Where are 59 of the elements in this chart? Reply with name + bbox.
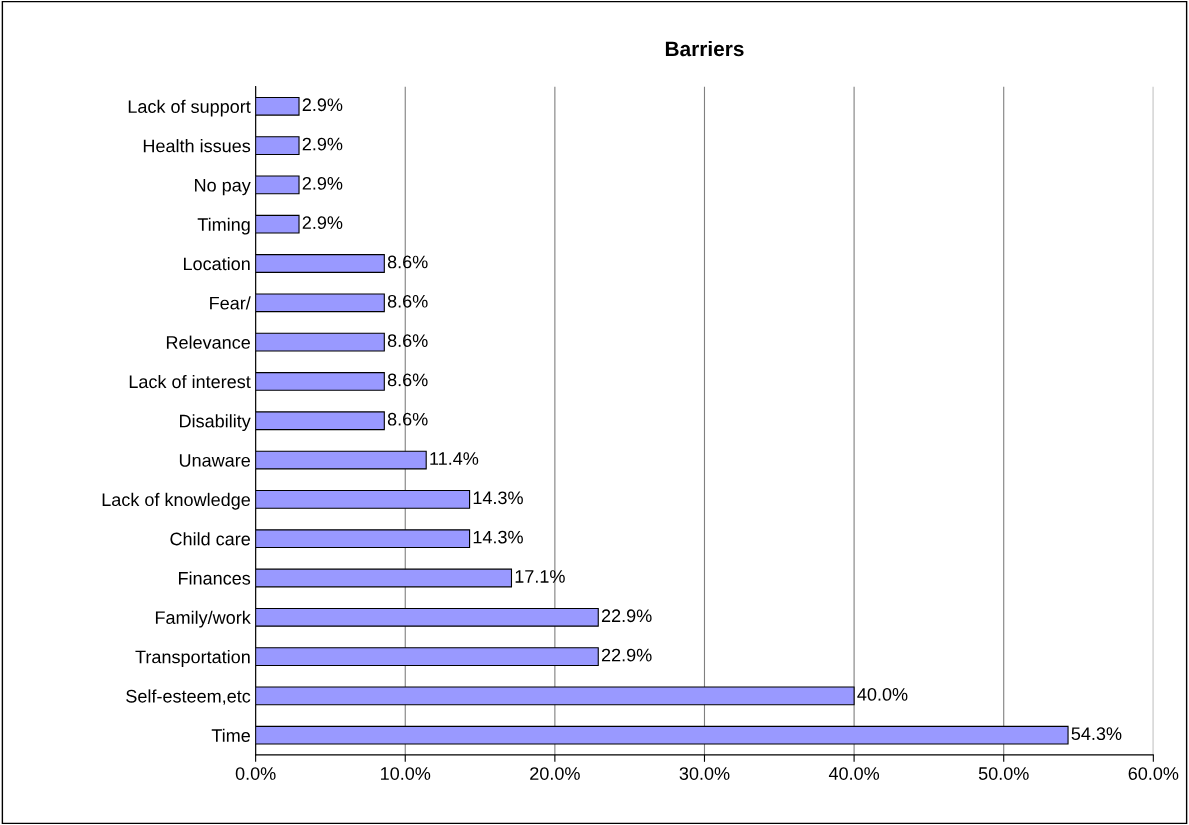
data-label: 8.6% [387, 294, 428, 308]
bar [255, 607, 599, 627]
data-label: 8.6% [387, 373, 428, 387]
x-tick-label: 50.0% [978, 767, 1029, 780]
y-tick-label: No pay [195, 179, 251, 196]
data-label: 8.6% [387, 255, 428, 269]
bar [255, 293, 385, 313]
bar [255, 568, 513, 588]
y-tick-label: Time [211, 728, 250, 742]
y-tick-label: Fear/ [210, 296, 251, 310]
y-tick-label: Unaware [179, 454, 250, 467]
bar [255, 489, 471, 509]
y-tick-label: Self-esteem,etc [126, 689, 251, 705]
y-tick-label: Location [184, 256, 250, 271]
data-label: 8.6% [387, 412, 428, 426]
data-label: 14.3% [473, 491, 523, 505]
data-label: 40.0% [857, 687, 908, 701]
bar [255, 332, 385, 352]
y-tick-label: Finances [179, 571, 251, 585]
data-label: 2.9% [302, 216, 343, 230]
x-tick-label: 20.0% [530, 767, 580, 780]
y-tick-label: Transportation [135, 650, 250, 667]
bar [255, 725, 1069, 745]
y-tick-label: Lack of support [128, 99, 251, 117]
bar [255, 372, 385, 391]
bar [255, 647, 599, 667]
y-tick-label: Lack of knowledge [102, 492, 250, 510]
data-label: 54.3% [1071, 727, 1122, 741]
bar [255, 96, 300, 116]
data-label: 22.9% [601, 648, 652, 662]
y-tick-label: Health issues [143, 139, 251, 153]
data-label: 8.6% [387, 334, 428, 347]
bar [255, 411, 385, 431]
data-label: 22.9% [601, 609, 652, 623]
bar [255, 175, 300, 195]
x-tick-label: 0.0% [235, 767, 276, 780]
y-tick-label: Lack of interest [129, 374, 251, 389]
x-tick-label: 60.0% [1128, 767, 1179, 780]
bar [255, 214, 300, 234]
y-tick-label: Relevance [166, 335, 250, 349]
data-label: 11.4% [430, 452, 479, 465]
y-tick-label: Timing [197, 217, 250, 235]
x-tick-label: 10.0% [381, 767, 431, 780]
bar [255, 529, 471, 549]
data-label: 17.1% [515, 570, 565, 583]
y-tick-label: Disability [180, 414, 251, 432]
bar [255, 136, 300, 155]
bar [255, 686, 855, 706]
data-label: 2.9% [302, 176, 343, 190]
data-label: 2.9% [302, 137, 343, 151]
x-tick-label: 30.0% [679, 767, 730, 780]
x-tick-label: 40.0% [828, 767, 880, 780]
bar [255, 450, 427, 470]
data-label: 2.9% [302, 98, 343, 112]
bar [255, 254, 385, 273]
chart-title: Barriers [665, 40, 744, 57]
y-tick-label: Family/work [155, 610, 251, 628]
y-tick-label: Child care [170, 532, 250, 546]
data-label: 14.3% [473, 530, 523, 544]
